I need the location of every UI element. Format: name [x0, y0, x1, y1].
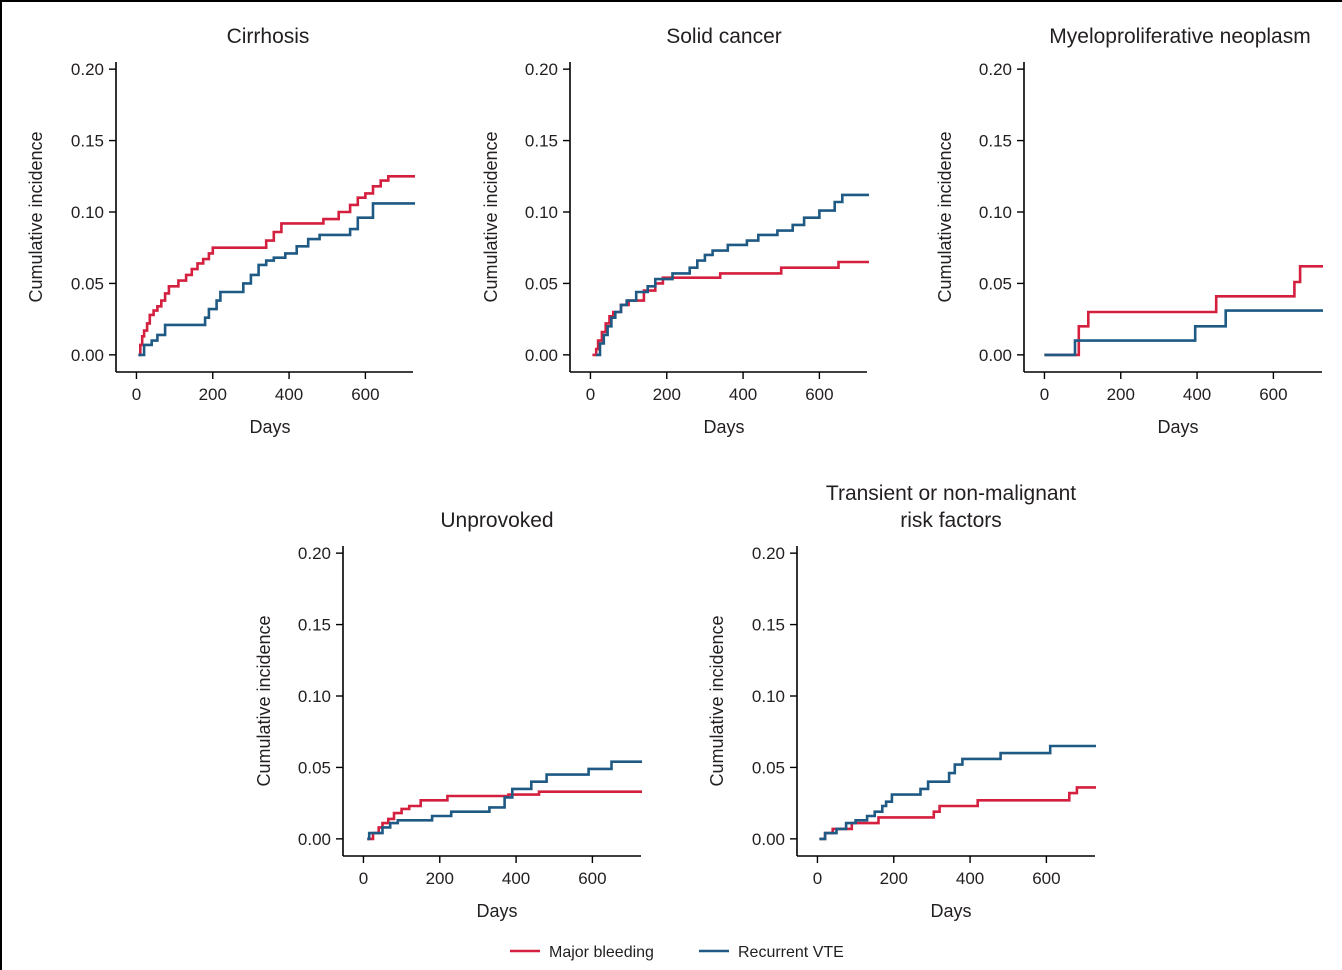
y-tick-label: 0.15: [71, 132, 104, 151]
chart-panel-cirrhosis: Cirrhosis 0.00 0.05 0.10 0.15 0.20 0 200 400 600…: [26, 25, 415, 437]
x-tick-label: 0: [132, 385, 141, 404]
y-tick-label: 0.05: [298, 758, 331, 777]
panel-title: Unprovoked: [440, 509, 553, 532]
y-tick-label: 0.05: [979, 274, 1012, 293]
chart-panel-transient-risk-factors: Transient or non-malignant risk factors …: [707, 482, 1096, 921]
x-tick-label: 400: [956, 869, 984, 888]
x-tick-label: 0: [1040, 385, 1049, 404]
series-line-recurrent-vte: [819, 744, 1096, 841]
x-tick-label: 400: [729, 385, 757, 404]
y-tick-label: 0.00: [71, 346, 104, 365]
series-line-recurrent-vte: [596, 193, 869, 357]
series-line-major-bleeding: [138, 175, 415, 357]
y-tick-label: 0.05: [525, 274, 558, 293]
legend-label-major-bleeding: Major bleeding: [549, 944, 654, 961]
x-tick-label: 400: [502, 869, 530, 888]
x-axis-label: Days: [703, 417, 744, 437]
y-axis-label: Cumulative incidence: [26, 131, 46, 302]
series-line-major-bleeding: [1044, 265, 1323, 357]
y-tick-label: 0.05: [71, 274, 104, 293]
chart-panel-solid-cancer: Solid cancer 0.00 0.05 0.10 0.15 0.20 0 200 400…: [481, 25, 869, 437]
series-line-recurrent-vte: [1044, 309, 1323, 357]
y-tick-label: 0.15: [525, 132, 558, 151]
y-tick-label: 0.15: [298, 616, 331, 635]
y-tick-label: 0.00: [979, 346, 1012, 365]
legend-label-recurrent-vte: Recurrent VTE: [738, 944, 844, 961]
x-tick-label: 200: [426, 869, 454, 888]
x-tick-label: 400: [275, 385, 303, 404]
chart-panel-unprovoked: Unprovoked 0.00 0.05 0.10 0.15 0.20 0 200 400 60…: [254, 509, 642, 921]
y-tick-label: 0.20: [752, 544, 785, 563]
x-tick-label: 400: [1183, 385, 1211, 404]
x-axis-label: Days: [1157, 417, 1198, 437]
x-tick-label: 600: [351, 385, 379, 404]
y-tick-label: 0.15: [979, 132, 1012, 151]
x-tick-label: 200: [880, 869, 908, 888]
x-axis-label: Days: [249, 417, 290, 437]
panel-title: Myeloproliferative neoplasm: [1049, 25, 1310, 48]
y-tick-label: 0.15: [752, 616, 785, 635]
x-tick-label: 600: [805, 385, 833, 404]
y-tick-label: 0.20: [71, 60, 104, 79]
panel-title-line-1: Transient or non-malignant: [826, 482, 1076, 505]
panel-title-line-2: risk factors: [900, 509, 1002, 532]
x-tick-label: 600: [1032, 869, 1060, 888]
x-axis-label: Days: [930, 901, 971, 921]
x-tick-label: 0: [813, 869, 822, 888]
x-tick-label: 0: [586, 385, 595, 404]
series-line-recurrent-vte: [138, 202, 415, 357]
y-axis-label: Cumulative incidence: [935, 131, 955, 302]
x-tick-label: 200: [653, 385, 681, 404]
panel-title: Solid cancer: [666, 25, 782, 48]
x-tick-label: 200: [1107, 385, 1135, 404]
y-tick-label: 0.00: [298, 830, 331, 849]
x-tick-label: 600: [1259, 385, 1287, 404]
series-line-major-bleeding: [367, 790, 642, 841]
y-axis-label: Cumulative incidence: [481, 131, 501, 302]
x-tick-label: 0: [359, 869, 368, 888]
y-tick-label: 0.10: [298, 687, 331, 706]
y-tick-label: 0.10: [525, 203, 558, 222]
y-tick-label: 0.10: [979, 203, 1012, 222]
y-tick-label: 0.00: [752, 830, 785, 849]
y-tick-label: 0.20: [979, 60, 1012, 79]
y-tick-label: 0.10: [71, 203, 104, 222]
y-tick-label: 0.05: [752, 758, 785, 777]
chart-panel-myeloproliferative-neoplasm: Myeloproliferative neoplasm 0.00 0.05 0.10…: [935, 25, 1323, 437]
x-axis-label: Days: [476, 901, 517, 921]
legend: Major bleeding Recurrent VTE: [510, 944, 844, 961]
x-tick-label: 600: [578, 869, 606, 888]
panel-title: Cirrhosis: [227, 25, 310, 48]
series-line-recurrent-vte: [367, 760, 642, 841]
y-axis-label: Cumulative incidence: [254, 615, 274, 786]
y-axis-label: Cumulative incidence: [707, 615, 727, 786]
y-tick-label: 0.20: [525, 60, 558, 79]
x-tick-label: 200: [199, 385, 227, 404]
y-tick-label: 0.20: [298, 544, 331, 563]
y-tick-label: 0.10: [752, 687, 785, 706]
y-tick-label: 0.00: [525, 346, 558, 365]
